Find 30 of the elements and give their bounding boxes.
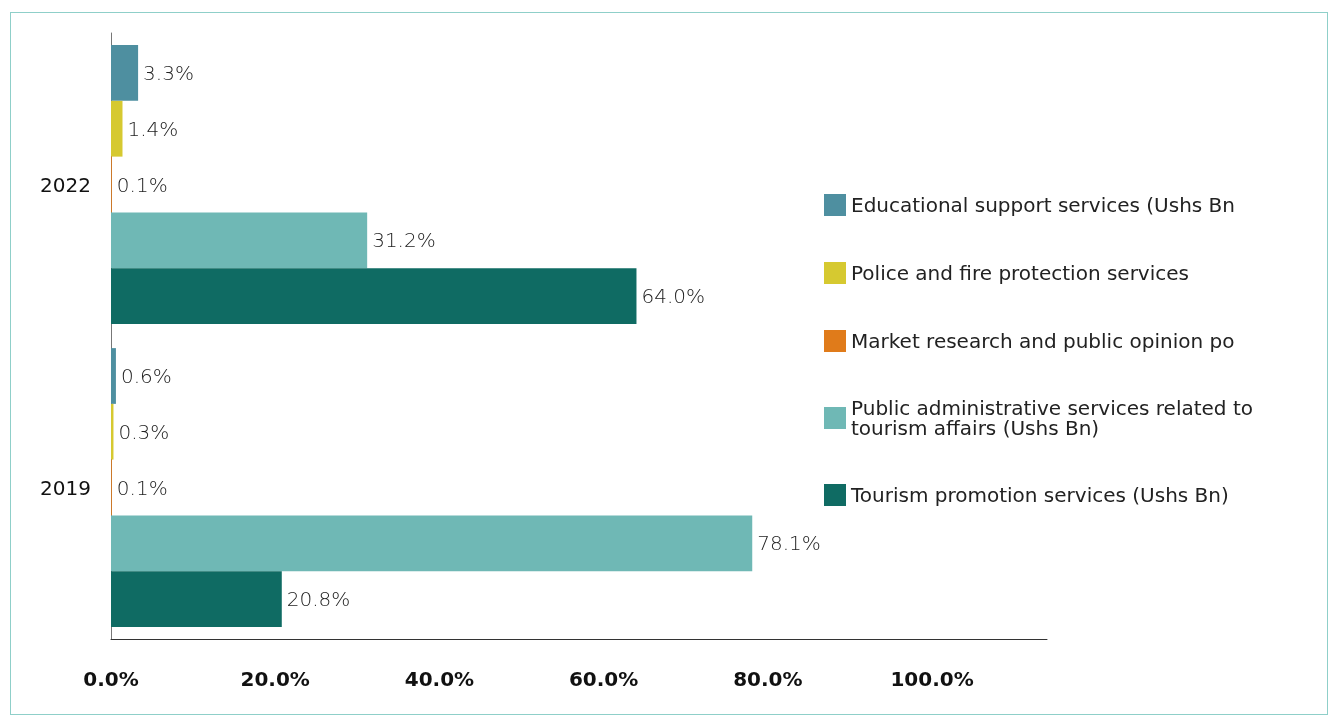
legend-label: Public administrative services related to tourism affairs (Ushs Bn): [851, 396, 1260, 440]
data-label: 31.2%: [372, 228, 436, 253]
bar: [111, 212, 368, 269]
y-tick-label: 2019: [40, 475, 91, 500]
x-tick-label: 20.0%: [240, 667, 310, 691]
x-tick-label: 100.0%: [890, 667, 974, 691]
bar: [111, 348, 116, 404]
x-tick-label: 0.0%: [83, 667, 139, 691]
bar: [111, 515, 753, 572]
x-tick-label: 80.0%: [733, 667, 803, 691]
data-label: 0.6%: [120, 364, 172, 388]
data-label: 20.8%: [286, 587, 351, 611]
bar: [111, 100, 123, 157]
legend-label: Police and fire protection services: [851, 261, 1189, 285]
bar: [111, 268, 637, 324]
bar: [111, 45, 139, 101]
data-label: 1.4%: [127, 116, 179, 141]
legend-label: Tourism promotion services (Ushs Bn): [850, 483, 1229, 507]
bar: [111, 571, 282, 627]
y-tick-label: 2022: [40, 172, 91, 197]
data-label: 0.1%: [116, 475, 168, 500]
data-label: 3.3%: [143, 61, 194, 85]
data-label: 78.1%: [757, 531, 821, 556]
data-label: 64.0%: [641, 284, 706, 308]
x-tick-label: 60.0%: [568, 667, 639, 691]
data-label: 0.1%: [116, 172, 168, 197]
legend-label: Market research and public opinion po: [851, 329, 1235, 353]
data-label: 0.3%: [118, 419, 170, 444]
legend-label: Educational support services (Ushs Bn: [851, 193, 1236, 217]
x-tick-label: 40.0%: [404, 667, 475, 691]
